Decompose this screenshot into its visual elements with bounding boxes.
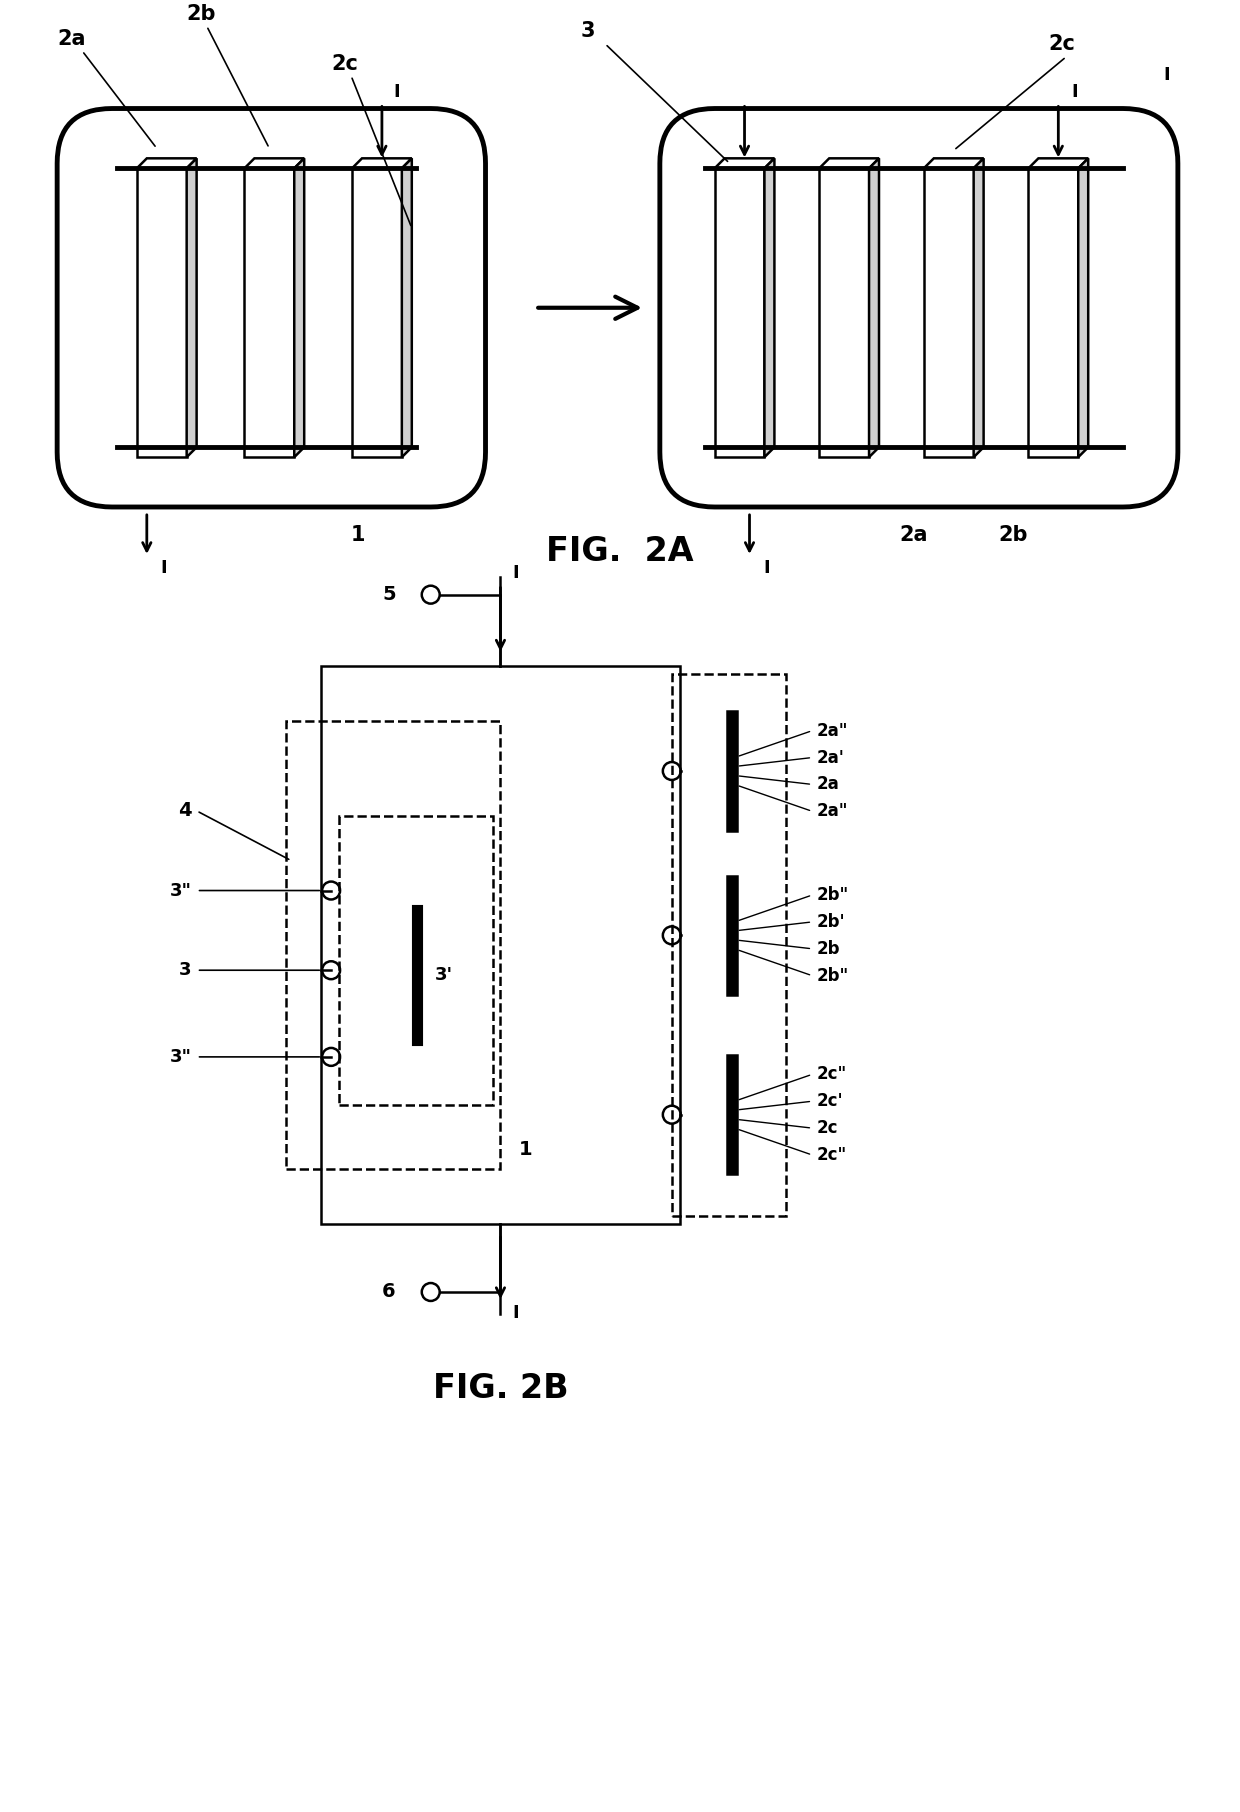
- Text: 2b": 2b": [816, 886, 848, 904]
- Bar: [286, 721, 501, 1169]
- Text: 2c': 2c': [816, 1093, 843, 1111]
- Text: 3': 3': [435, 966, 453, 984]
- Polygon shape: [1028, 158, 1089, 169]
- Text: 1: 1: [351, 525, 366, 545]
- Text: 2a: 2a: [899, 525, 928, 545]
- Text: I: I: [161, 558, 167, 576]
- Text: I: I: [394, 83, 401, 100]
- Text: 3: 3: [580, 20, 595, 42]
- Polygon shape: [244, 158, 304, 169]
- Polygon shape: [973, 158, 983, 457]
- Text: 2a": 2a": [816, 803, 848, 821]
- Polygon shape: [187, 158, 197, 457]
- Polygon shape: [294, 158, 304, 457]
- Text: I: I: [512, 1305, 520, 1323]
- Text: I: I: [1071, 83, 1078, 100]
- Text: 2c: 2c: [816, 1120, 838, 1138]
- Text: FIG.  2A: FIG. 2A: [546, 535, 694, 569]
- Text: 2b": 2b": [816, 966, 848, 984]
- Text: 2b: 2b: [187, 4, 216, 24]
- Text: I: I: [1163, 65, 1169, 83]
- Text: 2b: 2b: [998, 525, 1028, 545]
- Polygon shape: [1079, 158, 1089, 457]
- Polygon shape: [136, 158, 197, 169]
- Text: 2a: 2a: [816, 776, 839, 794]
- Text: 3": 3": [170, 881, 192, 899]
- Bar: [321, 667, 680, 1225]
- Text: 1: 1: [518, 1140, 532, 1160]
- Polygon shape: [869, 158, 879, 457]
- Polygon shape: [714, 158, 775, 169]
- Text: 2c": 2c": [816, 1145, 847, 1163]
- Text: 2b': 2b': [816, 913, 844, 931]
- Text: 4: 4: [179, 801, 192, 821]
- Text: 2b: 2b: [816, 940, 839, 959]
- Text: 2c: 2c: [1048, 34, 1075, 54]
- Bar: [339, 815, 494, 1105]
- Text: 2c: 2c: [331, 54, 358, 74]
- Text: I: I: [512, 564, 520, 582]
- Text: 6: 6: [382, 1283, 396, 1301]
- Polygon shape: [764, 158, 775, 457]
- Polygon shape: [402, 158, 412, 457]
- Polygon shape: [820, 158, 879, 169]
- Text: 3: 3: [179, 960, 192, 978]
- Text: 5: 5: [382, 585, 396, 603]
- Text: 3": 3": [170, 1047, 192, 1065]
- Bar: [672, 674, 786, 1216]
- Text: 2c": 2c": [816, 1065, 847, 1084]
- Text: 2a": 2a": [816, 721, 848, 739]
- Polygon shape: [924, 158, 983, 169]
- Text: FIG. 2B: FIG. 2B: [433, 1372, 568, 1404]
- Text: 2a': 2a': [816, 748, 844, 766]
- Text: I: I: [764, 558, 770, 576]
- Polygon shape: [352, 158, 412, 169]
- Text: 2a: 2a: [57, 29, 86, 49]
